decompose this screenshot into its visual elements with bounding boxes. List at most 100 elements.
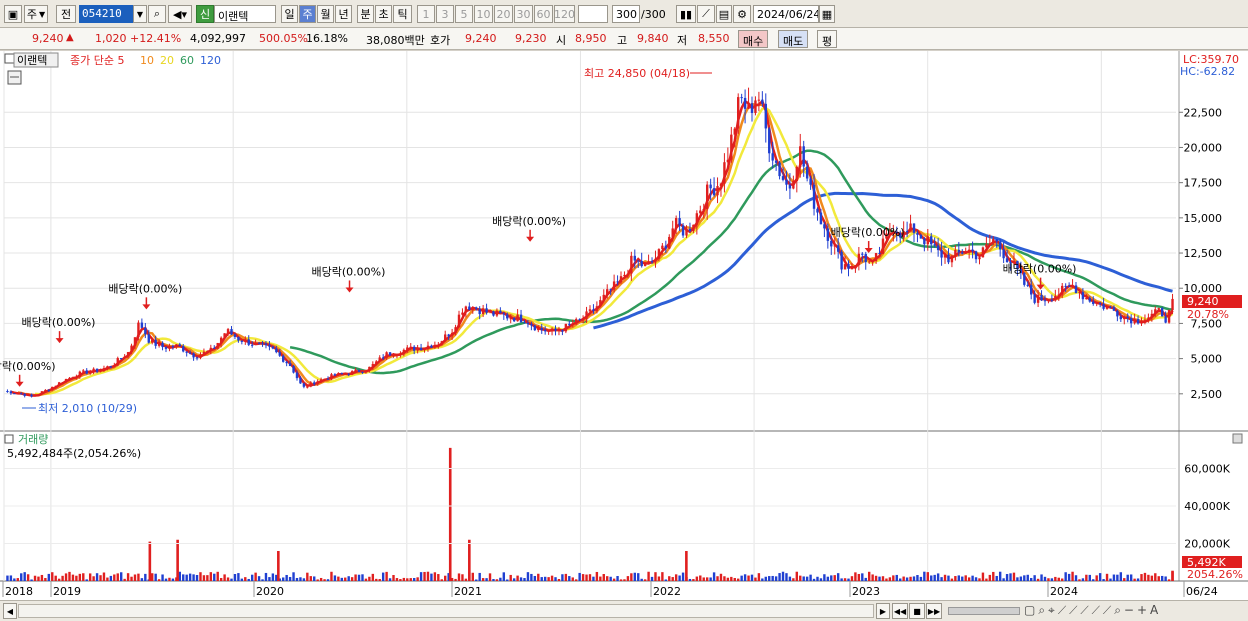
candle-body [450,332,454,337]
volume-bar [640,578,643,581]
volume-bar [6,575,9,581]
interval-1-button[interactable]: 1 [417,5,435,23]
period-select[interactable]: 주 ▼ [24,5,48,23]
volume-bar [1102,579,1105,581]
candle-body [516,314,519,322]
search-icon[interactable]: ⌕ [148,5,166,23]
volume-bar [75,575,78,581]
candle-body [340,373,344,375]
scroll-right-icon[interactable]: ▶ [876,603,890,619]
stock-name-field[interactable]: 이랜텍 [214,5,276,23]
zoom-slider[interactable] [948,607,1020,615]
period-week-button[interactable]: 주 [299,5,316,23]
eval-button[interactable]: 평 [817,30,838,48]
sell-button[interactable]: 매도 [778,30,809,48]
candle-body [592,309,595,311]
scroll-track[interactable] [18,604,874,618]
interval-10-button[interactable]: 10 [474,5,493,23]
volume-bar [967,577,971,581]
candle-body [1071,285,1074,287]
candle-type-icon[interactable]: ▮▮ [676,5,696,23]
volume-bar [681,572,685,581]
candle-body [288,363,292,367]
volume-bar [943,574,947,581]
prev-button[interactable]: 전 [56,5,76,23]
volume-bar [619,579,623,581]
candle-body [961,252,964,254]
volume-bar [278,578,281,581]
stop-icon[interactable]: ■ [909,603,925,619]
candle-body [202,351,206,355]
layout-icon[interactable]: ▣ [4,5,22,23]
volume-bar [1167,579,1171,581]
interval-30-button[interactable]: 30 [514,5,533,23]
candle-body [1016,260,1019,270]
date-input[interactable]: 2024/06/24 [753,5,819,23]
count-input[interactable]: 300 [612,5,640,23]
calendar-icon[interactable]: ▦ [819,5,835,23]
volume-bar [57,578,61,581]
interval-5-button[interactable]: 5 [455,5,473,23]
code-dropdown-icon[interactable]: ▼ [133,5,147,23]
rewind-icon[interactable]: ◀◀ [892,603,908,619]
indicator-icon[interactable]: ⟋ [697,5,715,23]
stock-code-input[interactable]: 054210 [79,5,135,23]
candle-body [354,369,357,372]
dividend-arrow-icon [345,287,354,293]
candle-body [47,390,51,392]
volume-bar [268,577,271,581]
candle-body [433,344,437,348]
volume-bar [209,572,213,581]
scroll-left-icon[interactable]: ◀ [3,603,17,619]
volume-close-icon[interactable] [1232,433,1243,444]
interval-20-button[interactable]: 20 [494,5,513,23]
volume-bar [568,576,571,581]
candle-body [261,343,264,345]
candle-body [195,357,199,359]
volume-bar [282,577,285,581]
volume-bar [333,575,337,581]
buy-button[interactable]: 매수 [738,30,769,48]
y-tick-label: 2,500 [1191,388,1223,401]
volume-bar [1160,575,1164,581]
candle-body [554,328,557,331]
volume-bar [250,574,254,581]
volume-bar [1071,571,1074,581]
volume-toggle-icon[interactable] [4,434,14,444]
interval-custom-input[interactable] [578,5,608,23]
candle-body [826,228,830,241]
volume-bar [1098,573,1102,581]
interval-3-button[interactable]: 3 [436,5,454,23]
volume-bar [988,574,992,581]
interval-60-button[interactable]: 60 [534,5,553,23]
volume-bar [1129,574,1133,581]
volume-bar [1136,578,1140,581]
period-second-button[interactable]: 초 [375,5,392,23]
candle-body [395,354,399,356]
candle-body [681,225,685,236]
period-day-button[interactable]: 일 [281,5,298,23]
price-volume-chart[interactable]: 2,500 5,000 7,500 10,000 12,500 15,000 17,500 2… [0,51,1248,601]
period-month-button[interactable]: 월 [317,5,334,23]
stock-legend-box[interactable] [13,52,59,68]
volume-ratio: 500.05% [259,32,308,45]
period-minute-button[interactable]: 분 [357,5,374,23]
period-year-button[interactable]: 년 [335,5,352,23]
drawing-tools-icon[interactable]: ▢⌕⌖⟋⟋⟋⟋⟋⌕−+A [1024,603,1162,617]
x-tick-label: 06/24 [1186,585,1218,598]
forward-icon[interactable]: ▶▶ [926,603,942,619]
period-tick-button[interactable]: 틱 [393,5,412,23]
save-icon[interactable]: ▤ [716,5,732,23]
candle-body [164,347,168,349]
candle-body [9,391,13,394]
interval-120-button[interactable]: 120 [554,5,575,23]
candle-body [44,390,47,392]
chart-area: 2,500 5,000 7,500 10,000 12,500 15,000 17,500 2… [0,51,1248,601]
speaker-icon[interactable]: ◀▾ [168,5,192,23]
candle-body [140,322,144,328]
gear-icon[interactable]: ⚙ [733,5,751,23]
volume-bar [188,573,192,581]
candle-body [864,253,867,263]
candle-body [99,369,102,372]
volume-bar [1061,578,1064,581]
